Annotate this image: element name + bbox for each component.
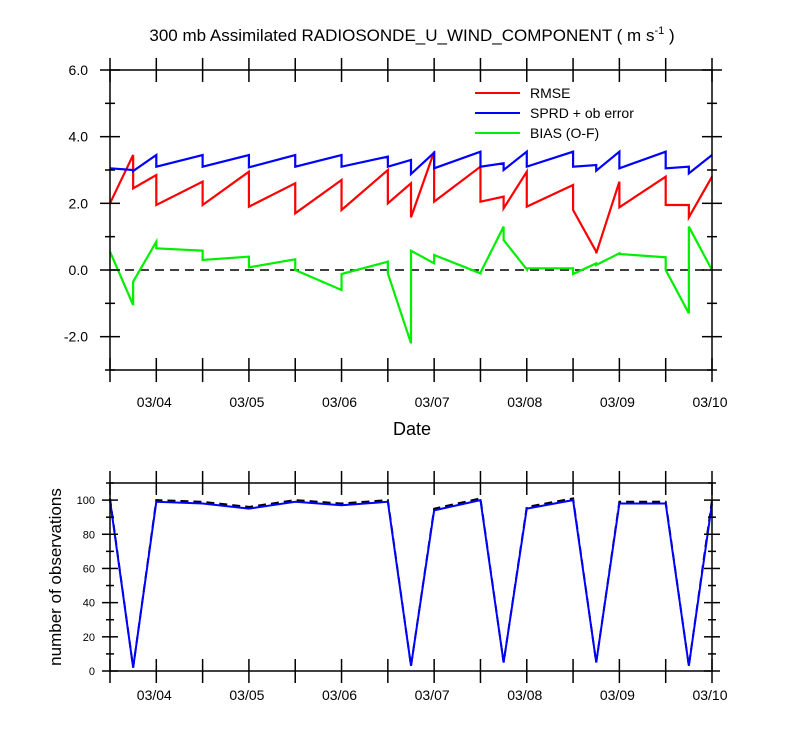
top-ticks	[100, 58, 722, 382]
bottom-y-tick-label: 20	[83, 632, 95, 644]
bottom-x-tick-label: 03/06	[322, 687, 357, 703]
bottom-y-tick-label: 40	[83, 598, 95, 610]
bottom-plot-frame	[109, 482, 713, 672]
bottom-x-tick-label: 03/10	[692, 687, 727, 703]
top-x-tick-label: 03/05	[229, 394, 264, 410]
series-line-sprd-ob-error	[109, 149, 713, 177]
bottom-x-tick-label: 03/08	[507, 687, 542, 703]
chart-title: 300 mb Assimilated RADIOSONDE_U_WIND_COM…	[149, 25, 674, 45]
chart-title-main: 300 mb Assimilated RADIOSONDE_U_WIND_COM…	[149, 26, 654, 45]
series-line-rmse	[109, 151, 713, 254]
bottom-x-tick-label: 03/07	[415, 687, 450, 703]
top-y-tick-label: 2.0	[69, 195, 89, 211]
top-x-tick-label: 03/06	[322, 394, 357, 410]
series-line-observations-dashed	[109, 497, 713, 668]
top-y-tick-label: 4.0	[69, 129, 89, 145]
top-y-tick-label: 0.0	[69, 262, 89, 278]
top-x-tick-label: 03/10	[692, 394, 727, 410]
bottom-x-tick-labels: 03/04 03/05 03/06 03/07 03/08 03/09 03/10	[137, 687, 728, 703]
top-plot-frame	[109, 69, 713, 371]
top-x-tick-label: 03/07	[415, 394, 450, 410]
legend-label-sprd-ob-error: SPRD + ob error	[530, 105, 634, 121]
top-x-axis-label: Date	[393, 419, 431, 439]
top-y-tick-labels: 6.0 4.0 2.0 0.0 -2.0	[64, 62, 88, 345]
top-y-tick-label: 6.0	[69, 62, 89, 78]
series-line-observations	[109, 498, 713, 668]
top-y-tick-label: -2.0	[64, 329, 88, 345]
top-x-tick-labels: 03/04 03/05 03/06 03/07 03/08 03/09 03/10	[137, 394, 728, 410]
bottom-y-tick-label: 0	[89, 666, 95, 678]
bottom-y-axis-label: number of observations	[46, 488, 65, 666]
bottom-x-tick-label: 03/05	[229, 687, 264, 703]
top-x-tick-label: 03/08	[507, 394, 542, 410]
bottom-y-tick-label: 80	[83, 529, 95, 541]
chart-title-superscript: -1	[654, 25, 664, 37]
bottom-y-tick-label: 100	[77, 495, 95, 507]
bottom-ticks	[102, 471, 720, 683]
bottom-x-tick-label: 03/04	[137, 687, 172, 703]
series-line-bias-o-f	[108, 226, 713, 344]
bottom-series-group	[109, 497, 713, 668]
top-legend: RMSE SPRD + ob error BIAS (O-F)	[475, 85, 634, 141]
top-panel: 6.04.02.00.0-2.0 03/04 03/05 03/06 03/07 03/…	[64, 58, 728, 439]
bottom-y-tick-labels: 0 20 40 60 80 100	[77, 495, 95, 678]
top-series-group	[108, 149, 713, 344]
bottom-y-tick-label: 60	[83, 563, 95, 575]
top-x-tick-label: 03/04	[137, 394, 172, 410]
top-x-tick-label: 03/09	[600, 394, 635, 410]
chart-title-end: )	[664, 26, 674, 45]
legend-label-rmse: RMSE	[530, 85, 570, 101]
bottom-x-tick-label: 03/09	[600, 687, 635, 703]
legend-label-bias-o-f: BIAS (O-F)	[530, 125, 599, 141]
